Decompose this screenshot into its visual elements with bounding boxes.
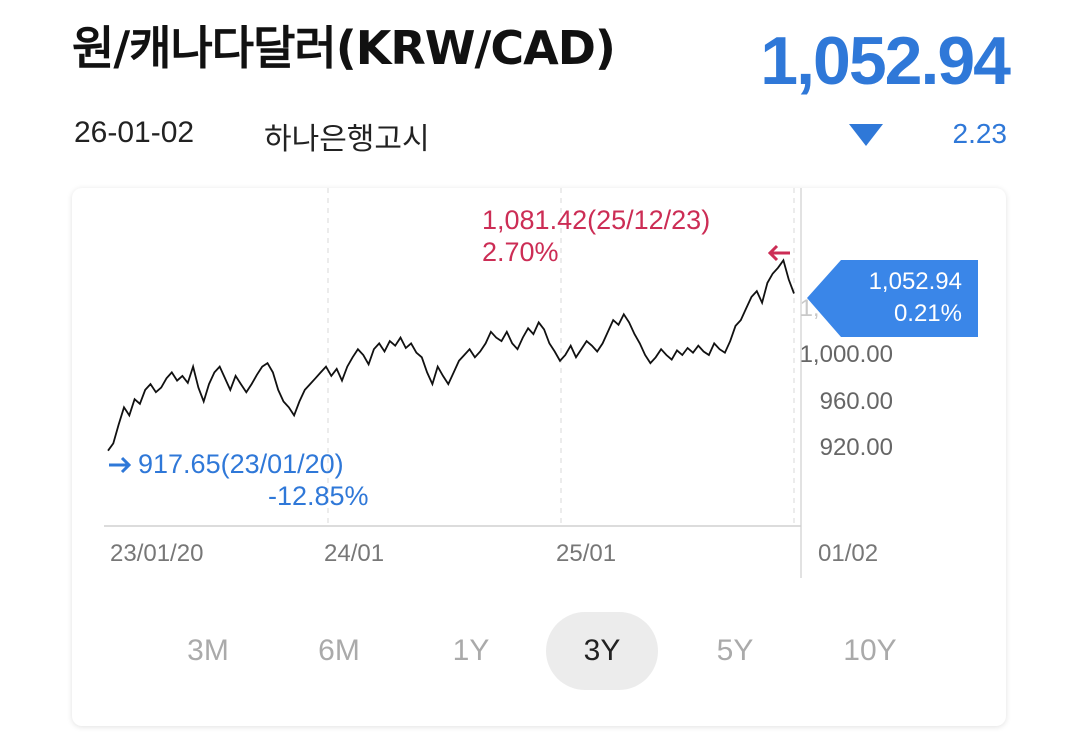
y-tick-label: 960.00 <box>819 387 893 415</box>
current-pct-label: 0.21% <box>893 300 962 327</box>
low-value-label: 917.65(23/01/20) <box>138 449 344 479</box>
x-tick-label: 23/01/20 <box>110 540 204 567</box>
period-tab-3y[interactable]: 3Y <box>546 612 658 690</box>
y-tick-label: 920.00 <box>819 434 893 461</box>
rate-source: 하나은행고시 <box>264 122 430 157</box>
high-pct-label: 2.70% <box>482 237 559 267</box>
high-value-label: 1,081.42(25/12/23) <box>482 205 711 235</box>
period-selector: 3M 6M 1Y 3Y 5Y 10Y <box>72 612 1006 690</box>
y-tick-label: 1,000.00 <box>799 341 893 368</box>
current-value-flag: 1,052.94 0.21% <box>807 260 978 337</box>
high-arrow-icon <box>767 244 790 262</box>
period-tab-1y[interactable]: 1Y <box>452 634 490 667</box>
x-tick-label: 25/01 <box>556 540 617 567</box>
page-title: 원/캐나다달러(KRW/CAD) <box>72 21 616 75</box>
current-price: 1,052.94 <box>760 23 1011 99</box>
low-pct-label: -12.85% <box>268 481 369 511</box>
quote-date: 26-01-02 <box>74 116 195 149</box>
period-tab-6m[interactable]: 6M <box>318 634 360 667</box>
line-chart[interactable] <box>72 188 1006 588</box>
x-tick-label: 24/01 <box>324 540 385 567</box>
price-series-line <box>107 258 795 452</box>
x-tick-label: 01/02 <box>818 540 879 567</box>
period-tab-3m[interactable]: 3M <box>187 634 229 667</box>
period-tab-10y[interactable]: 10Y <box>843 634 897 667</box>
period-tab-5y[interactable]: 5Y <box>716 634 754 667</box>
down-triangle-icon <box>849 124 883 146</box>
price-change: 2.23 <box>952 118 1008 149</box>
low-arrow-icon <box>109 456 132 474</box>
current-value-label: 1,052.94 <box>868 268 962 295</box>
